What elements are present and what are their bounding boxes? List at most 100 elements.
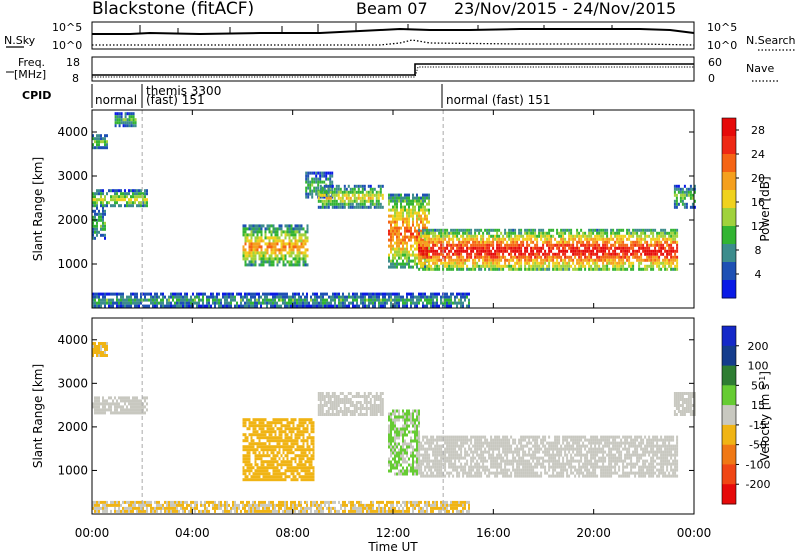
echo-cell <box>430 459 433 463</box>
echo-cell <box>256 436 259 440</box>
echo-cell <box>379 404 382 407</box>
echo-cell <box>422 238 424 242</box>
echo-cell <box>126 204 128 208</box>
echo-cell <box>572 258 575 262</box>
echo-cell <box>510 231 513 235</box>
echo-cell <box>414 469 416 473</box>
echo-cell <box>262 436 265 440</box>
echo-cell <box>360 298 362 302</box>
echo-cell <box>296 298 298 302</box>
echo-cell <box>126 192 128 196</box>
echo-cell <box>418 424 420 428</box>
echo-cell <box>286 421 289 425</box>
echo-cell <box>286 457 289 461</box>
echo-cell <box>578 264 581 268</box>
echo-cell <box>104 143 106 147</box>
echo-cell <box>254 430 257 434</box>
echo-cell <box>252 227 255 231</box>
echo-cell <box>510 267 513 271</box>
echo-cell <box>452 258 455 262</box>
echo-cell <box>448 234 451 238</box>
echo-cell <box>319 193 322 197</box>
echo-cell <box>355 407 358 410</box>
echo-cell <box>270 430 273 434</box>
echo-cell <box>355 205 358 209</box>
echo-cell <box>683 202 686 206</box>
echo-cell <box>394 202 396 206</box>
echo-cell <box>434 453 437 457</box>
echo-cell <box>323 413 326 416</box>
echo-cell <box>444 304 446 308</box>
echo-cell <box>406 415 408 419</box>
echo-cell <box>398 469 400 473</box>
echo-cell <box>430 474 433 478</box>
echo-cell <box>650 228 653 232</box>
echo-cell <box>582 240 585 244</box>
echo-cell <box>628 258 631 262</box>
echo-cell <box>260 260 263 264</box>
echo-cell <box>468 237 471 241</box>
echo-cell <box>596 246 599 250</box>
echo-cell <box>144 405 146 409</box>
echo-cell <box>264 460 267 464</box>
echo-cell <box>327 190 330 194</box>
echo-cell <box>128 121 131 125</box>
echo-cell <box>100 140 102 144</box>
echo-cell <box>400 211 402 215</box>
echo-cell <box>250 239 253 243</box>
echo-cell <box>426 226 428 230</box>
echo-cell <box>94 204 96 208</box>
echo-cell <box>150 295 152 299</box>
echo-cell <box>282 257 285 261</box>
echo-cell <box>438 474 441 478</box>
echo-cell <box>426 304 428 308</box>
echo-cell <box>496 231 499 235</box>
echo-cell <box>538 267 541 271</box>
echo-cell <box>311 189 314 193</box>
echo-cell <box>228 292 230 296</box>
echo-cell <box>302 454 305 458</box>
echo-cell <box>278 421 281 425</box>
echo-cell <box>116 198 118 202</box>
echo-cell <box>212 292 214 296</box>
echo-cell <box>323 395 326 398</box>
echo-cell <box>438 450 441 454</box>
echo-cell <box>361 187 364 191</box>
echo-cell <box>416 235 418 239</box>
echo-cell <box>478 240 481 244</box>
echo-cell <box>450 298 452 302</box>
echo-cell <box>351 193 354 197</box>
echo-cell <box>128 124 131 128</box>
echo-cell <box>144 195 146 199</box>
echo-cell <box>426 202 428 206</box>
echo-cell <box>616 261 619 265</box>
echo-cell <box>140 195 142 199</box>
echo-cell <box>390 304 392 308</box>
echo-cell <box>268 254 271 258</box>
echo-cell <box>398 232 400 236</box>
echo-cell <box>396 466 398 470</box>
echo-cell <box>404 448 406 452</box>
freq-left-tick-top: 18 <box>66 56 80 69</box>
echo-cell <box>662 231 665 235</box>
echo-cell <box>390 223 392 227</box>
echo-cell <box>402 265 404 269</box>
echo-cell <box>620 267 623 271</box>
echo-cell <box>323 401 326 404</box>
echo-cell <box>284 298 286 302</box>
echo-cell <box>412 235 414 239</box>
echo-cell <box>672 258 675 262</box>
echo-cell <box>254 469 257 473</box>
echo-cell <box>400 295 402 299</box>
echo-cell <box>428 462 431 466</box>
echo-cell <box>244 224 247 228</box>
echo-cell <box>598 231 601 235</box>
echo-cell <box>254 472 257 476</box>
echo-cell <box>556 255 559 259</box>
echo-cell <box>424 447 427 451</box>
echo-cell <box>290 427 293 431</box>
echo-cell <box>462 258 465 262</box>
echo-cell <box>300 421 303 425</box>
echo-cell <box>258 442 261 446</box>
echo-cell <box>562 237 565 241</box>
